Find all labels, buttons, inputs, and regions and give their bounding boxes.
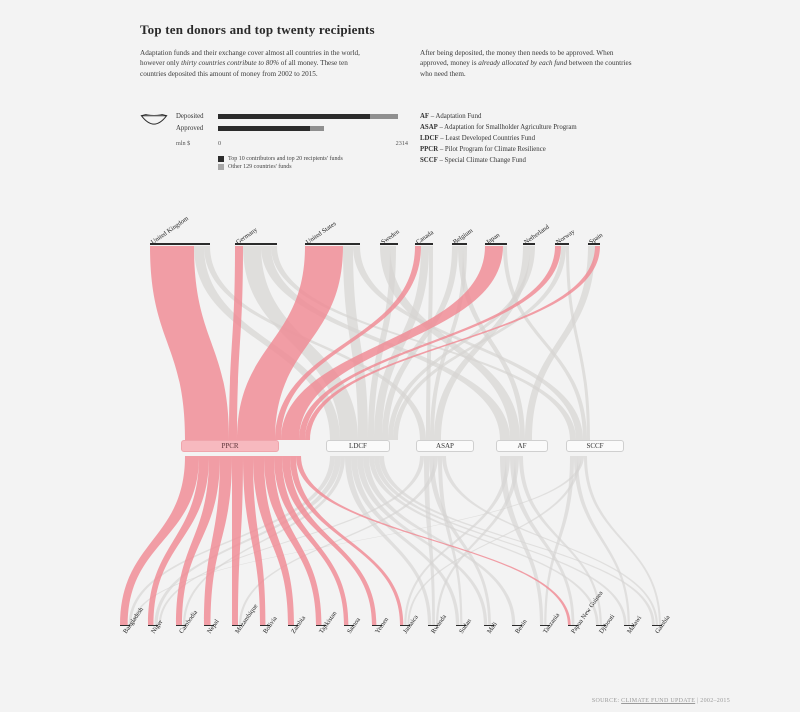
bar-row-deposited: Deposited: [176, 112, 398, 120]
legend-swatches: Top 10 contributors and top 20 recipient…: [218, 156, 343, 172]
fund-pill-LDCF: LDCF: [326, 440, 390, 452]
bar-label: Deposited: [176, 113, 216, 120]
flow-fund-AF-Papua-New-Guinea: [510, 456, 575, 625]
glossary-item: SCCF – Special Climate Change Fund: [420, 156, 577, 167]
fund-pill-SCCF: SCCF: [566, 440, 624, 452]
intro-right: After being deposited, the money then ne…: [420, 48, 635, 79]
flow-fund-LDCF-Mali: [357, 456, 487, 625]
legend-swatch: Other 129 countries' funds: [218, 164, 343, 170]
glossary-item: PPCR – Pilot Program for Climate Resilie…: [420, 145, 577, 156]
page-title: Top ten donors and top twenty recipients: [140, 22, 375, 38]
source-credit: SOURCE: CLIMATE FUND UPDATE | 2002–2015: [592, 698, 730, 704]
page: Top ten donors and top twenty recipients…: [0, 0, 800, 712]
glossary: AF – Adaptation FundASAP – Adaptation fo…: [420, 112, 577, 166]
fund-pill-PPCR: PPCR: [181, 440, 279, 452]
flow-fund-PPCR-Bangladesh: [120, 456, 199, 625]
scale-min: 0: [218, 140, 221, 147]
flow-fund-PPCR-Mozambique: [232, 456, 243, 625]
scale-max: 2314: [396, 140, 408, 147]
flow-fund-ASAP-Gambia: [442, 456, 658, 625]
legend-swatch: Top 10 contributors and top 20 recipient…: [218, 156, 343, 162]
donor-tick: [150, 243, 210, 245]
bar-row-approved: Approved: [176, 124, 324, 132]
source-link[interactable]: CLIMATE FUND UPDATE: [621, 698, 695, 704]
glossary-item: ASAP – Adaptation for Smallholder Agricu…: [420, 123, 577, 134]
sankey-diagram: United KingdomGermanyUnited StatesSweden…: [90, 225, 710, 655]
glossary-item: LDCF – Least Developed Countries Fund: [420, 134, 577, 145]
flow-fund-AF-Tanzania: [500, 456, 543, 625]
bar-label: Approved: [176, 125, 216, 132]
glossary-item: AF – Adaptation Fund: [420, 112, 577, 123]
fund-pill-AF: AF: [496, 440, 548, 452]
bowl-icon: [140, 114, 168, 130]
intro-left: Adaptation funds and their exchange cove…: [140, 48, 365, 79]
bar-unit: mln $: [176, 140, 190, 147]
flow-fund-LDCF-Djibouti: [369, 456, 599, 625]
donor-tick: [305, 243, 360, 245]
fund-pill-ASAP: ASAP: [416, 440, 474, 452]
bar-scale: 0 2314: [218, 140, 408, 147]
